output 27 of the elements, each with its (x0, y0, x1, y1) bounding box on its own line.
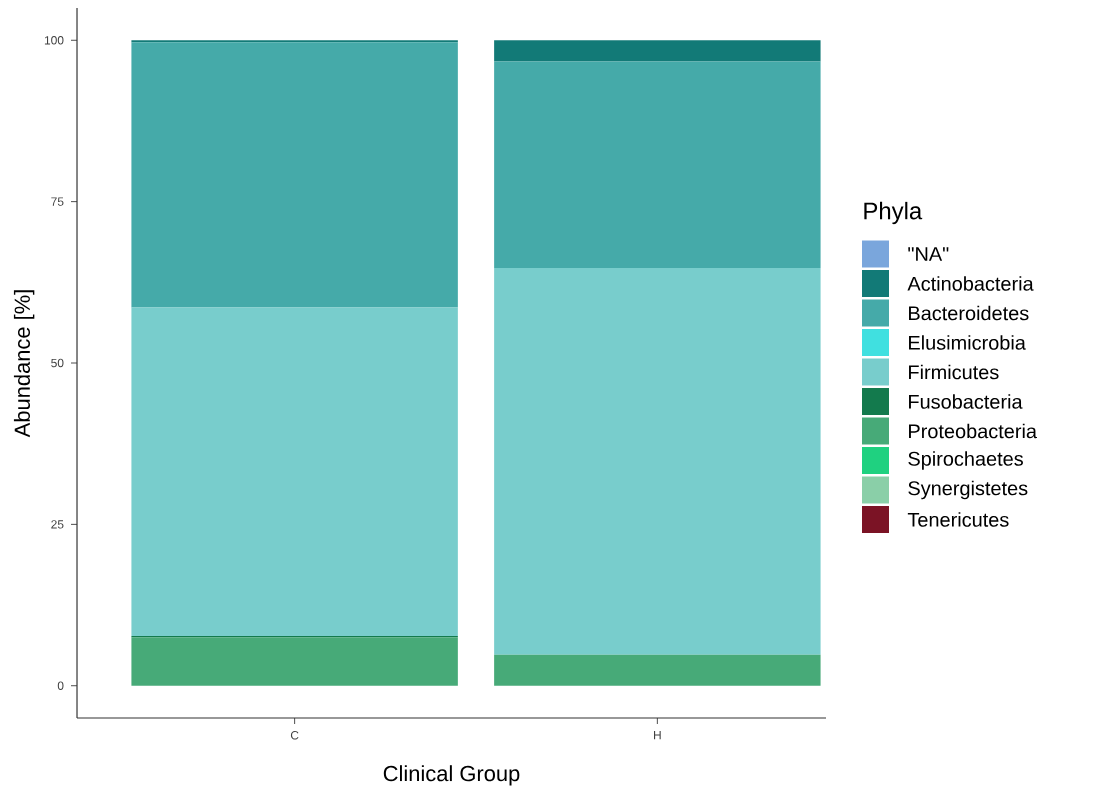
y-tick-label: 50 (51, 358, 64, 368)
legend-label: Elusimicrobia (909, 335, 1026, 350)
x-axis-title: Clinical Group (383, 765, 520, 786)
legend-label: "NA" (908, 247, 949, 261)
legend-label: Proteobacteria (909, 423, 1037, 439)
x-tick-label: H (654, 731, 661, 740)
legend-label: Firmicutes (909, 364, 999, 380)
bar (131, 637, 458, 686)
bar (494, 61, 821, 269)
y-tick-label: 75 (51, 197, 64, 206)
x-tick-label: C (290, 731, 299, 740)
y-tick-label: 25 (51, 520, 64, 529)
legend-label: Bacteroidetes (909, 305, 1029, 321)
y-tick-label: 100 (44, 36, 64, 45)
legend-label: Synergistetes (908, 480, 1028, 500)
bar (494, 654, 821, 686)
legend-title: Phyla (864, 201, 923, 225)
y-axis-title: Abundance [%] (13, 290, 35, 438)
bar (131, 42, 458, 308)
bar (494, 268, 821, 655)
legend-label: Spirochaetes (908, 451, 1023, 470)
legend-label: Actinobacteria (907, 276, 1034, 291)
bar (131, 307, 458, 637)
legend-label: Fusobacteria (909, 394, 1023, 409)
legend-label: Tenericutes (907, 512, 1009, 527)
y-tick-label: 0 (57, 681, 64, 690)
bar (494, 40, 821, 62)
